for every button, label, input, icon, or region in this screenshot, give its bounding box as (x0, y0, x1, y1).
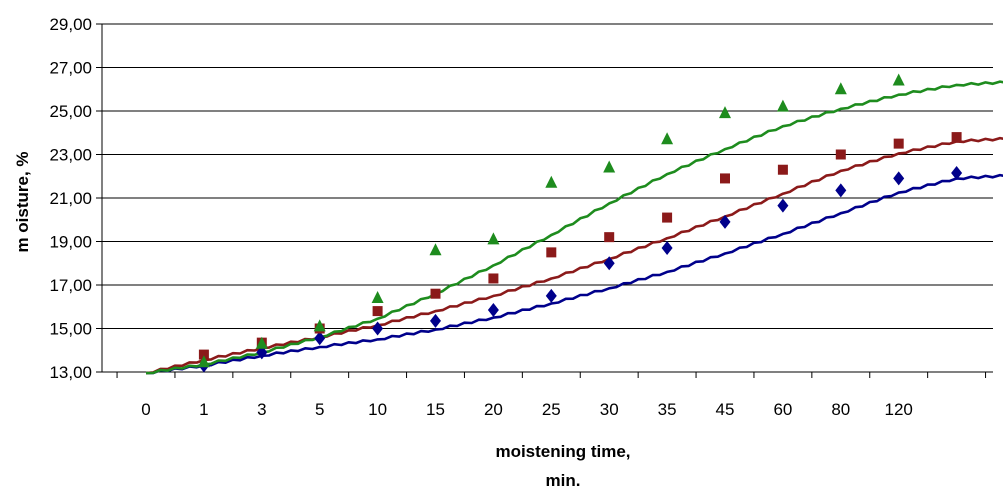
triangle-marker (661, 132, 674, 145)
triangle-marker (313, 319, 326, 332)
x-axis-label-line2: min. (546, 471, 581, 490)
triangle-marker (545, 175, 558, 188)
y-tick-label: 19,00 (49, 233, 92, 252)
x-tick-label: 5 (315, 400, 324, 419)
triangle-marker (719, 106, 731, 119)
x-tick-label: 3 (257, 400, 266, 419)
square-marker (720, 173, 730, 184)
diamond-marker (256, 345, 268, 360)
x-tick-label: 25 (542, 400, 561, 419)
y-tick-label: 15,00 (49, 320, 92, 339)
y-tick-label: 29,00 (49, 15, 92, 34)
trend-line-series-3 (145, 80, 1003, 375)
y-tick-label: 25,00 (49, 102, 92, 121)
triangle-marker (603, 160, 616, 173)
y-axis-label: m oisture, % (13, 151, 32, 252)
trend-line-series-2 (145, 136, 1003, 375)
square-marker (430, 288, 441, 299)
diamond-marker (661, 241, 673, 256)
triangle-marker (834, 82, 847, 95)
x-tick-label: 10 (368, 400, 387, 419)
triangle-marker (776, 99, 789, 112)
y-tick-label: 21,00 (49, 189, 92, 208)
triangle-marker (487, 232, 500, 245)
diamond-marker (951, 165, 963, 180)
square-marker (488, 273, 499, 284)
square-marker (662, 212, 673, 223)
y-tick-label: 27,00 (49, 59, 92, 78)
trend-lines (145, 80, 1003, 375)
x-tick-label: 35 (658, 400, 677, 419)
x-tick-label: 0 (141, 400, 150, 419)
diamond-marker (372, 321, 384, 336)
y-tick-labels: 13,00 15,00 17,00 19,00 21,00 23,00 25,00 27,00… (49, 15, 92, 382)
diamond-marker (314, 331, 326, 346)
diamond-marker (545, 288, 557, 303)
square-marker (546, 247, 557, 258)
triangle-marker (429, 243, 442, 256)
x-tick-label: 30 (600, 400, 619, 419)
trend-line-series-1 (145, 173, 1003, 375)
x-tick-label: 60 (773, 400, 792, 419)
x-tick-label: 1 (199, 400, 208, 419)
x-tick-label: 120 (885, 400, 913, 419)
triangle-marker (255, 336, 268, 349)
square-marker (198, 349, 209, 360)
y-tick-label: 23,00 (49, 146, 92, 165)
x-tick-label: 80 (831, 400, 850, 419)
x-tick-label: 15 (426, 400, 445, 419)
diamond-marker (777, 198, 789, 213)
square-marker (777, 164, 788, 175)
gridlines (96, 23, 993, 373)
diamond-marker (487, 303, 499, 318)
square-marker (835, 149, 846, 160)
diamond-marker (430, 313, 441, 328)
x-tick-label: 20 (484, 400, 503, 419)
diamond-marker (835, 183, 847, 198)
square-marker (893, 138, 904, 149)
diamond-marker (603, 256, 615, 271)
x-axis-label-line1: moistening time, (495, 442, 630, 461)
y-tick-label: 13,00 (49, 363, 92, 382)
axes (101, 24, 993, 378)
triangle-marker (197, 355, 210, 368)
diamond-marker (893, 171, 905, 186)
data-markers (197, 73, 963, 373)
square-marker (372, 306, 383, 317)
x-tick-labels: 0 1 3 5 10 15 20 25 30 35 45 60 80 120 (141, 400, 913, 419)
x-tick-label: 45 (716, 400, 735, 419)
triangle-marker (371, 291, 384, 304)
square-marker (604, 232, 615, 243)
diamond-marker (719, 214, 731, 229)
square-marker (951, 132, 962, 143)
triangle-marker (892, 73, 905, 86)
y-tick-label: 17,00 (49, 276, 92, 295)
